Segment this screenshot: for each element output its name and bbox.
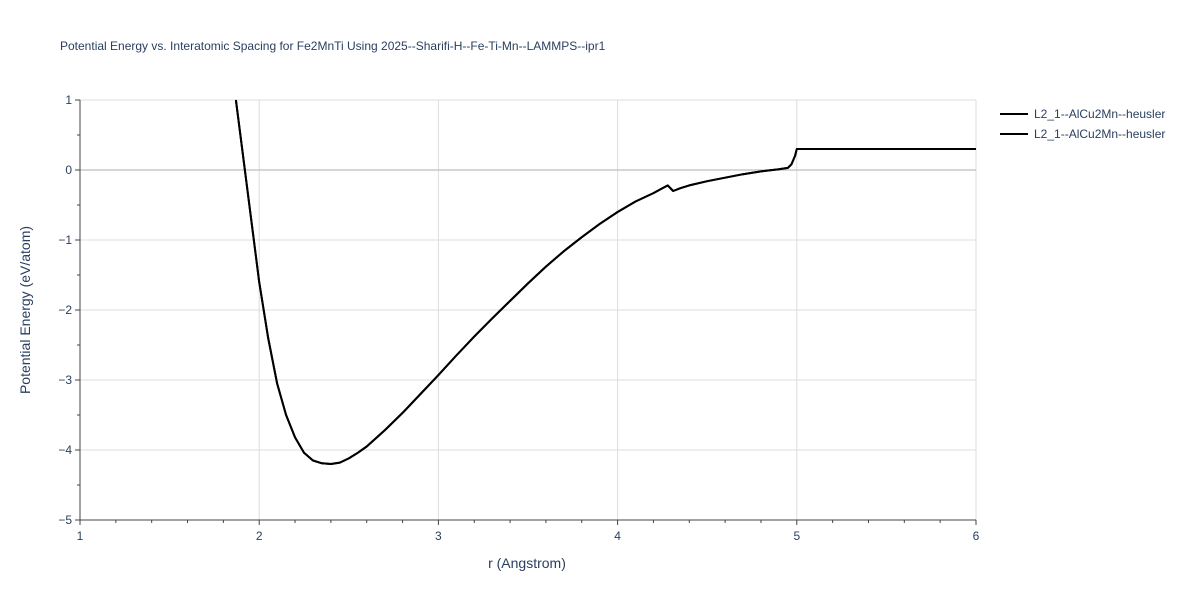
series-line-1 bbox=[234, 99, 976, 465]
series-line-0 bbox=[234, 99, 976, 465]
x-tick-label: 5 bbox=[793, 529, 800, 543]
legend[interactable]: L2_1--AlCu2Mn--heusler L2_1--AlCu2Mn--heu… bbox=[1000, 107, 1165, 141]
legend-label[interactable]: L2_1--AlCu2Mn--heusler bbox=[1034, 107, 1165, 121]
x-tick-label: 6 bbox=[973, 529, 980, 543]
x-tick-label: 1 bbox=[77, 529, 84, 543]
axes bbox=[75, 99, 977, 525]
y-tick-label: −2 bbox=[58, 303, 72, 317]
grid bbox=[80, 99, 977, 520]
x-tick-label: 3 bbox=[435, 529, 442, 543]
y-tick-label: 0 bbox=[65, 163, 72, 177]
y-tick-label: 1 bbox=[65, 93, 72, 107]
chart-title: Potential Energy vs. Interatomic Spacing… bbox=[60, 39, 606, 53]
y-tick-labels: 1 0 −1 −2 −3 −4 −5 bbox=[58, 93, 72, 527]
x-tick-label: 2 bbox=[256, 529, 263, 543]
y-tick-label: −1 bbox=[58, 233, 72, 247]
x-axis-title: r (Angstrom) bbox=[488, 555, 566, 571]
x-tick-labels: 1 2 3 4 5 6 bbox=[77, 529, 980, 543]
plot-area bbox=[234, 99, 976, 465]
y-tick-label: −3 bbox=[58, 373, 72, 387]
x-tick-label: 4 bbox=[614, 529, 621, 543]
legend-label[interactable]: L2_1--AlCu2Mn--heusler bbox=[1034, 127, 1165, 141]
y-tick-label: −5 bbox=[58, 513, 72, 527]
y-axis-title: Potential Energy (eV/atom) bbox=[17, 226, 33, 394]
y-tick-label: −4 bbox=[58, 443, 72, 457]
